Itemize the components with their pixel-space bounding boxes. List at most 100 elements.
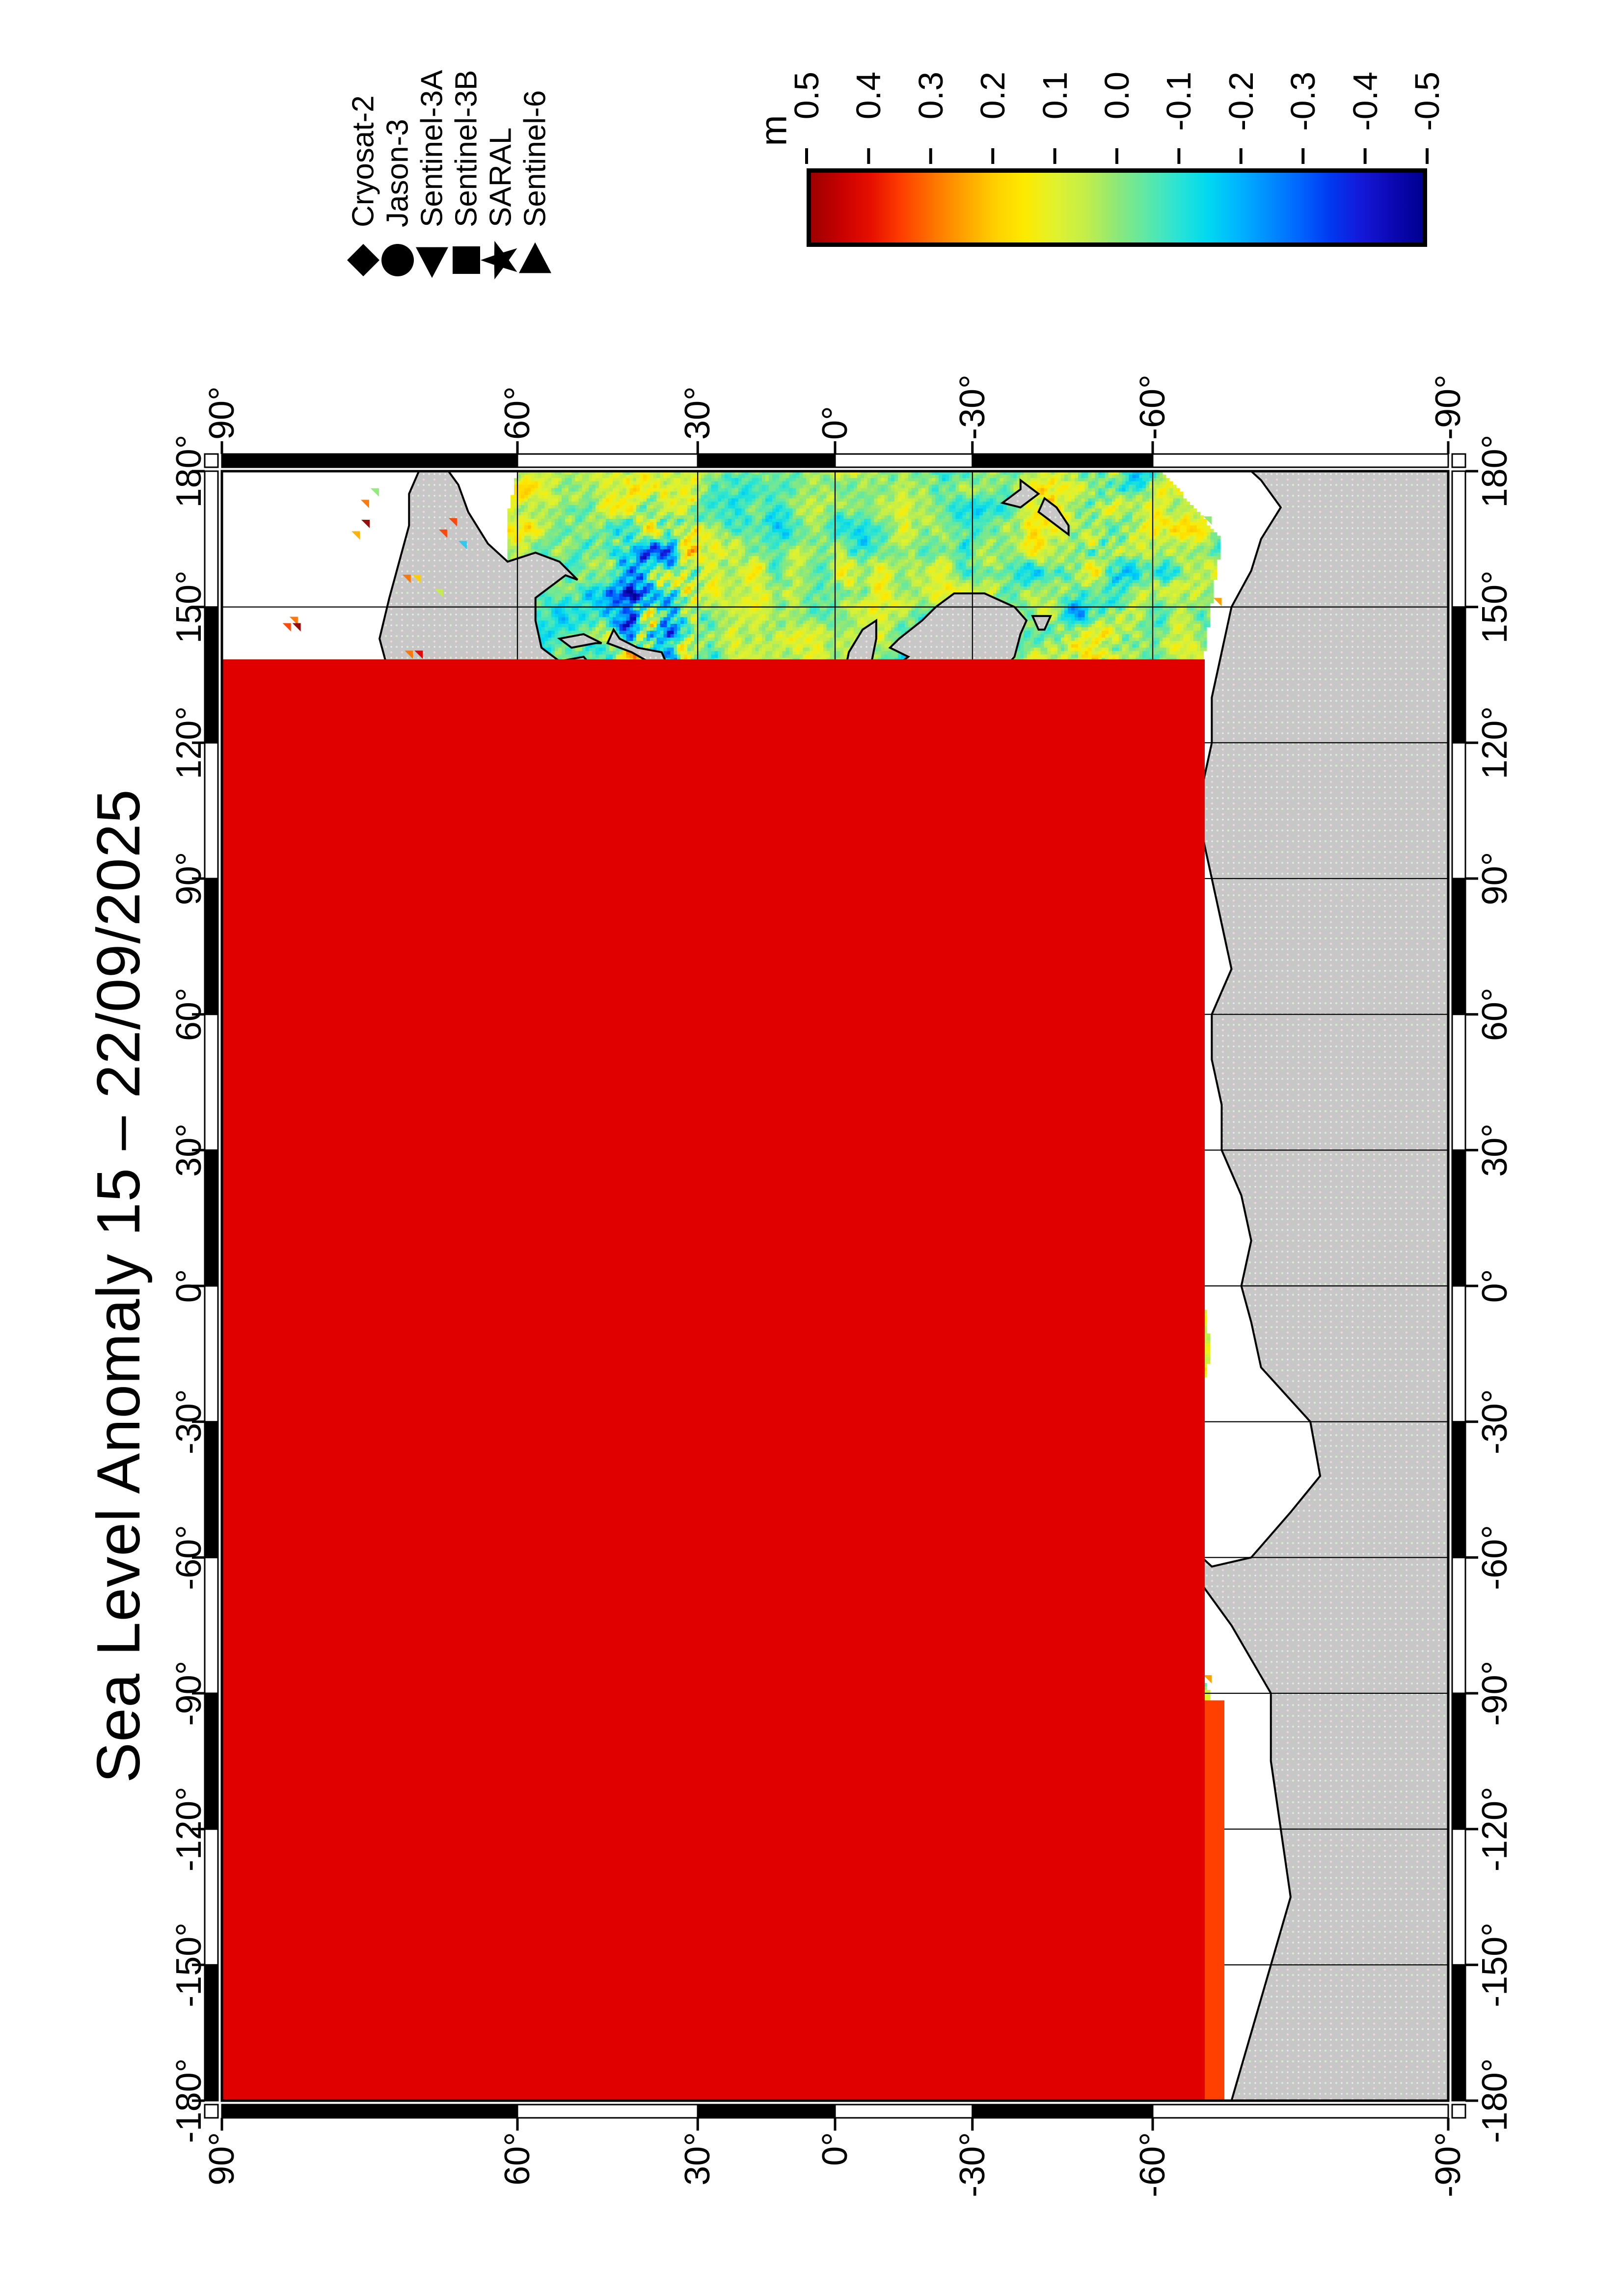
track-point-diamond [434, 589, 443, 598]
track-point-diamond [402, 574, 411, 583]
frame-segment [204, 470, 219, 608]
frame-segment [1152, 453, 1449, 468]
lat-label-right: 0° [815, 406, 855, 440]
track-point-diamond [360, 500, 369, 508]
track-point-diamond [292, 623, 301, 632]
lon-label-bottom: 60° [1475, 988, 1515, 1041]
lat-label-left: 90° [202, 2132, 242, 2186]
lon-label-top: -180° [169, 2058, 209, 2143]
frame-segment [516, 453, 699, 468]
frame-segment [697, 2104, 836, 2119]
colorbar-tick-label: 0.5 [787, 72, 826, 120]
frame-corner [1451, 2104, 1466, 2119]
frame-segment [834, 453, 974, 468]
lat-label-right: -90° [1429, 374, 1468, 440]
frame-segment [1451, 1828, 1466, 1966]
map-frame [220, 470, 1450, 2102]
frame-segment [1451, 606, 1466, 744]
track-point-diamond [289, 616, 298, 625]
track-point-diamond [405, 650, 413, 659]
lat-label-right: 60° [498, 386, 538, 440]
map-layers [222, 471, 1448, 2101]
legend-label-sentinel-3b: Sentinel-3B [449, 70, 484, 227]
lon-label-bottom: -180° [1475, 2058, 1515, 2143]
legend-symbol-triangle-right [519, 242, 551, 273]
track-point-diamond [448, 518, 457, 527]
track-point-diamond [352, 531, 360, 540]
track-point-diamond [361, 519, 370, 528]
lon-label-top: -60° [169, 1524, 209, 1590]
land-sakhalin [557, 633, 602, 649]
lat-label-right: -30° [952, 374, 992, 440]
lon-label-bottom: 120° [1475, 706, 1515, 779]
colorbar-tick-label: -0.4 [1346, 72, 1384, 131]
frame-segment [221, 2104, 518, 2119]
track-point-diamond [1203, 516, 1212, 525]
lon-label-top: -30° [169, 1389, 209, 1455]
lat-label-right: 30° [678, 386, 718, 440]
lon-label-bottom: -30° [1475, 1389, 1515, 1455]
frame-corner [1451, 453, 1466, 468]
lon-label-top: 60° [169, 988, 209, 1041]
lon-label-bottom: -120° [1475, 1787, 1515, 1872]
frame-segment [972, 453, 1154, 468]
lon-label-top: 0° [169, 1269, 209, 1303]
frame-corner [204, 453, 219, 468]
colorbar-tick-label: 0.3 [911, 72, 950, 120]
track-point-diamond [282, 623, 291, 632]
land-nz_north [1000, 478, 1040, 508]
lon-label-bottom: -60° [1475, 1524, 1515, 1590]
legend-symbol-triangle-left [416, 247, 448, 278]
legend-symbol-star [480, 240, 517, 280]
track-point-diamond [412, 574, 421, 583]
track-point-diamond [458, 541, 467, 550]
lon-label-top: 150° [169, 570, 209, 644]
frame-segment [834, 2104, 974, 2119]
lon-label-bottom: 0° [1475, 1269, 1515, 1303]
frame-segment [221, 453, 518, 468]
frame-segment [697, 453, 836, 468]
land-tasmania [1031, 615, 1052, 631]
lat-label-left: -60° [1133, 2132, 1172, 2197]
legend-label-sentinel-6: Sentinel-6 [518, 90, 552, 227]
frame-segment [1451, 470, 1466, 608]
lon-label-bottom: -90° [1475, 1660, 1515, 1726]
track-point-diamond [1203, 1675, 1212, 1684]
track-point-square [222, 652, 1212, 2101]
frame-segment [1451, 1692, 1466, 1830]
legend-symbol-square [452, 246, 481, 274]
lon-label-top: 90° [169, 852, 209, 906]
lon-label-bottom: 90° [1475, 852, 1515, 906]
legend-symbol-diamond [347, 244, 379, 276]
track-point-diamond [414, 650, 423, 659]
lat-label-left: 60° [498, 2132, 538, 2186]
lon-label-top: 120° [169, 706, 209, 779]
frame-segment [1451, 1964, 1466, 2102]
lat-label-right: -60° [1133, 374, 1172, 440]
colorbar-tick-label: -0.5 [1408, 72, 1446, 131]
track-point-diamond [1213, 598, 1222, 607]
colorbar-tick-label: 0.0 [1098, 72, 1136, 120]
lon-label-bottom: 30° [1475, 1123, 1515, 1177]
lat-label-left: 0° [815, 2132, 855, 2166]
track-point-triangle-left [222, 539, 1242, 548]
colorbar-tick-label: -0.2 [1221, 72, 1260, 131]
lon-label-top: 180° [169, 434, 209, 508]
lon-label-top: 30° [169, 1123, 209, 1177]
lat-label-right: 90° [202, 386, 242, 440]
lon-label-top: -90° [169, 1660, 209, 1726]
track-point-diamond [370, 488, 379, 497]
legend-label-jason-3: Jason-3 [380, 119, 415, 227]
frame-segment [1152, 2104, 1449, 2119]
lon-label-bottom: -150° [1475, 1922, 1515, 2007]
legend-symbol-circle [381, 244, 414, 276]
lon-label-top: -150° [169, 1922, 209, 2007]
colorbar-tick-label: -0.1 [1160, 72, 1198, 131]
colorbar [807, 168, 1427, 247]
frame-segment [1451, 1285, 1466, 1423]
frame-segment [1451, 1149, 1466, 1287]
legend-label-sentinel-3a: Sentinel-3A [415, 70, 449, 227]
